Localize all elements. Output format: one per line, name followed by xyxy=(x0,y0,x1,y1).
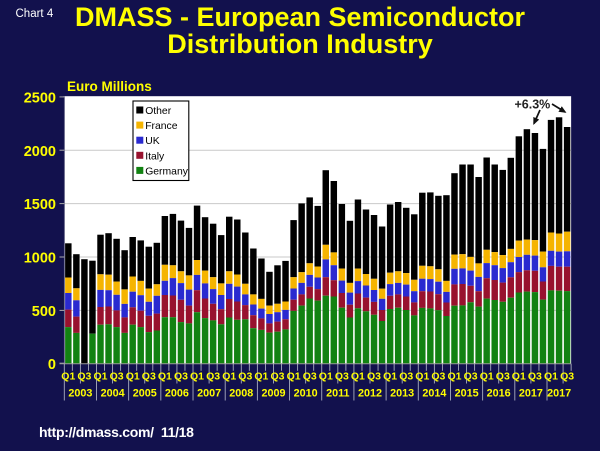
svg-text:2000: 2000 xyxy=(24,144,56,160)
svg-text:Q1: Q1 xyxy=(415,370,429,382)
svg-text:Q3: Q3 xyxy=(464,370,478,382)
svg-text:Q3: Q3 xyxy=(206,370,220,382)
svg-text:Q3: Q3 xyxy=(560,370,574,382)
svg-text:Q1: Q1 xyxy=(93,370,107,382)
svg-text:Q1: Q1 xyxy=(158,370,172,382)
svg-text:Q3: Q3 xyxy=(174,370,188,382)
svg-text:2014: 2014 xyxy=(422,387,446,399)
svg-text:2012: 2012 xyxy=(358,387,382,399)
svg-text:Q3: Q3 xyxy=(77,370,91,382)
svg-text:Q3: Q3 xyxy=(528,370,542,382)
svg-text:Q1: Q1 xyxy=(383,370,397,382)
svg-text:2003: 2003 xyxy=(68,387,92,399)
svg-text:2016: 2016 xyxy=(487,387,511,399)
svg-text:Q1: Q1 xyxy=(447,370,461,382)
svg-text:Italy: Italy xyxy=(145,151,165,162)
svg-text:Q3: Q3 xyxy=(238,370,252,382)
svg-text:Q3: Q3 xyxy=(270,370,284,382)
svg-text:2004: 2004 xyxy=(101,387,125,399)
svg-text:UK: UK xyxy=(145,136,160,147)
svg-text:Q3: Q3 xyxy=(496,370,510,382)
svg-text:France: France xyxy=(145,121,178,132)
svg-text:0: 0 xyxy=(48,357,56,373)
svg-text:Q3: Q3 xyxy=(335,370,349,382)
svg-text:Q1: Q1 xyxy=(512,370,526,382)
svg-text:1500: 1500 xyxy=(24,197,56,213)
svg-text:2009: 2009 xyxy=(261,387,285,399)
svg-text:Q1: Q1 xyxy=(287,370,301,382)
svg-text:500: 500 xyxy=(32,304,56,320)
svg-text:Q1: Q1 xyxy=(61,370,75,382)
svg-text:2006: 2006 xyxy=(165,387,189,399)
svg-text:+6.3%: +6.3% xyxy=(515,98,551,112)
svg-text:2008: 2008 xyxy=(229,387,253,399)
svg-text:2500: 2500 xyxy=(24,91,56,107)
svg-text:Q3: Q3 xyxy=(303,370,317,382)
svg-text:2015: 2015 xyxy=(455,387,479,399)
svg-text:Q3: Q3 xyxy=(367,370,381,382)
svg-text:Q1: Q1 xyxy=(480,370,494,382)
svg-text:2007: 2007 xyxy=(197,387,221,399)
svg-text:2005: 2005 xyxy=(133,387,157,399)
svg-text:Q1: Q1 xyxy=(254,370,268,382)
svg-text:1000: 1000 xyxy=(24,251,56,267)
svg-text:Q1: Q1 xyxy=(319,370,333,382)
svg-text:2010: 2010 xyxy=(294,387,318,399)
svg-text:Q1: Q1 xyxy=(222,370,236,382)
svg-text:2011: 2011 xyxy=(326,387,349,399)
svg-text:Q1: Q1 xyxy=(351,370,365,382)
svg-text:Germany: Germany xyxy=(145,166,189,177)
svg-text:2017: 2017 xyxy=(547,387,571,399)
svg-text:Other: Other xyxy=(145,106,172,117)
svg-text:Euro Millions: Euro Millions xyxy=(67,79,152,94)
svg-text:Q1: Q1 xyxy=(190,370,204,382)
svg-text:Q3: Q3 xyxy=(399,370,413,382)
svg-text:Q1: Q1 xyxy=(126,370,140,382)
svg-text:2017: 2017 xyxy=(519,387,543,399)
svg-text:Q1: Q1 xyxy=(544,370,558,382)
svg-text:Q3: Q3 xyxy=(110,370,124,382)
svg-text:Q3: Q3 xyxy=(142,370,156,382)
svg-text:Q3: Q3 xyxy=(431,370,445,382)
svg-text:2013: 2013 xyxy=(390,387,414,399)
